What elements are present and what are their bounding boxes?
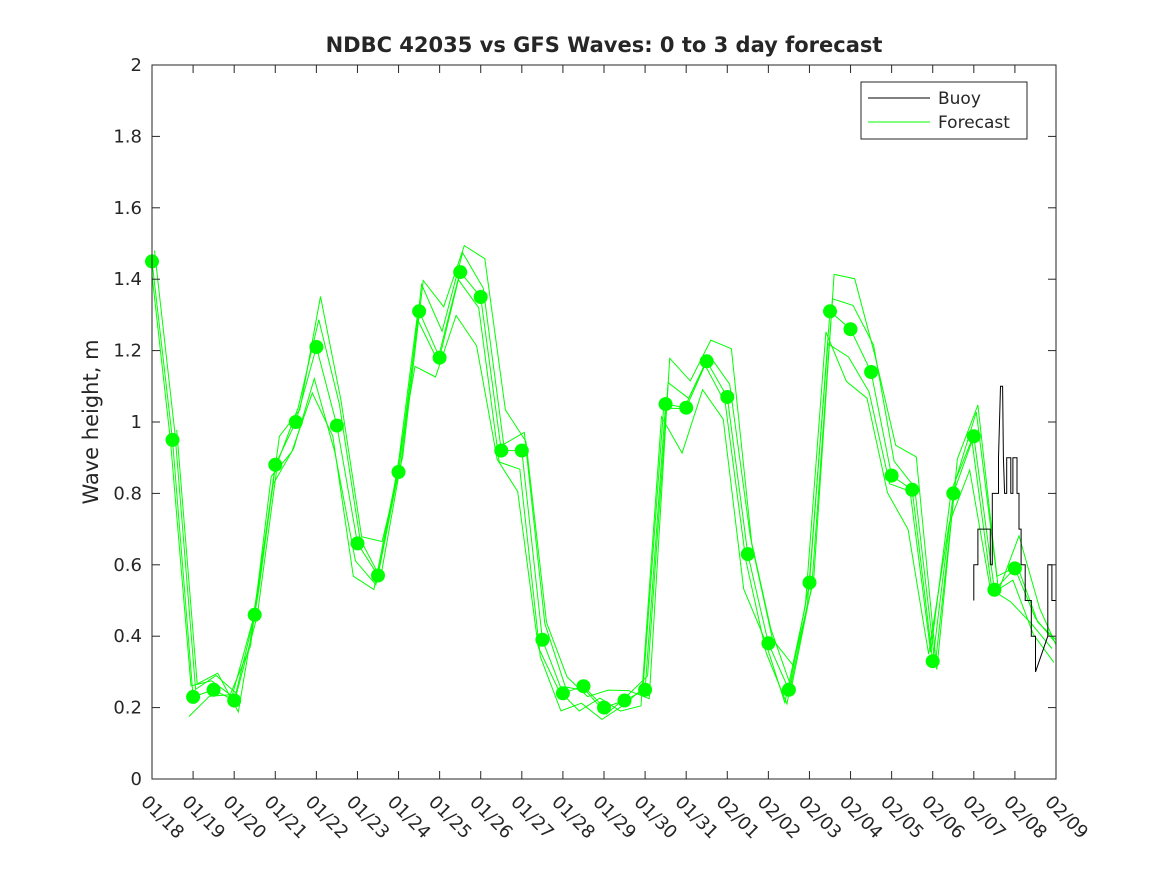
forecast-marker xyxy=(658,397,673,412)
forecast-marker xyxy=(679,400,694,415)
forecast-marker xyxy=(206,682,221,697)
y-tick-label: 1 xyxy=(131,412,142,433)
forecast-marker xyxy=(884,468,899,483)
buoy-line xyxy=(973,385,1057,673)
legend: Buoy Forecast xyxy=(860,81,1028,140)
y-axis-label: Wave height, m xyxy=(79,339,103,504)
plot-area xyxy=(152,65,1056,779)
y-tick-label: 0.2 xyxy=(113,698,142,719)
forecast-marker xyxy=(514,443,529,458)
y-tick-label: 0.6 xyxy=(113,555,142,576)
forecast-marker xyxy=(987,582,1002,597)
buoy-series xyxy=(973,385,1057,673)
forecast-marker xyxy=(905,482,920,497)
forecast-marker xyxy=(350,536,365,551)
forecast-marker xyxy=(864,365,879,379)
forecast-marker xyxy=(597,700,611,715)
forecast-marker xyxy=(925,654,940,669)
forecast-marker xyxy=(227,693,242,708)
forecast-marker xyxy=(823,304,837,319)
legend-box xyxy=(860,81,1028,140)
forecast-marker xyxy=(391,465,406,479)
forecast-marker xyxy=(186,689,201,704)
forecast-marker xyxy=(617,693,632,708)
forecast-marker xyxy=(329,418,344,433)
forecast-marker xyxy=(555,686,570,701)
forecast-marker xyxy=(371,568,385,583)
chart-title: NDBC 42035 vs GFS Waves: 0 to 3 day fore… xyxy=(326,33,883,57)
forecast-marker xyxy=(946,486,961,501)
forecast-marker xyxy=(843,322,858,337)
forecast-marker xyxy=(720,390,735,404)
forecast-marker xyxy=(781,682,796,697)
forecast-marker xyxy=(165,432,180,447)
forecast-marker xyxy=(740,547,755,562)
y-tick-label: 1.2 xyxy=(113,341,142,362)
forecast-marker xyxy=(309,340,324,354)
forecast-marker xyxy=(432,350,447,365)
forecast-marker xyxy=(535,632,550,647)
y-axis: 0 0.2 0.4 0.6 0.8 1 1.2 1.4 1.6 1.8 2 xyxy=(113,55,1056,790)
forecast-marker xyxy=(1007,561,1022,576)
forecast-marker xyxy=(802,575,817,590)
forecast-marker xyxy=(473,290,488,304)
legend-forecast-label: Forecast xyxy=(938,113,1010,133)
y-tick-label: 1.8 xyxy=(113,126,142,147)
forecast-marker xyxy=(288,415,303,429)
forecast-marker xyxy=(453,265,468,280)
y-tick-label: 0.8 xyxy=(113,483,142,504)
forecast-line xyxy=(188,314,1053,717)
forecast-marker xyxy=(576,679,591,694)
forecast-marker xyxy=(247,607,262,622)
legend-buoy-label: Buoy xyxy=(938,89,981,109)
forecast-marker xyxy=(268,457,283,472)
forecast-marker xyxy=(966,429,981,444)
y-tick-label: 1.4 xyxy=(113,269,142,290)
y-tick-label: 2 xyxy=(131,55,142,76)
y-tick-label: 1.6 xyxy=(113,198,142,219)
forecast-marker xyxy=(494,443,509,458)
forecast-markers xyxy=(145,254,1022,715)
forecast-marker xyxy=(699,354,714,369)
y-tick-label: 0.4 xyxy=(113,626,142,647)
y-tick-label: 0 xyxy=(131,769,142,790)
forecast-marker xyxy=(761,636,776,651)
forecast-line xyxy=(176,244,1057,714)
forecast-marker xyxy=(638,682,653,697)
forecast-marker xyxy=(412,304,427,319)
